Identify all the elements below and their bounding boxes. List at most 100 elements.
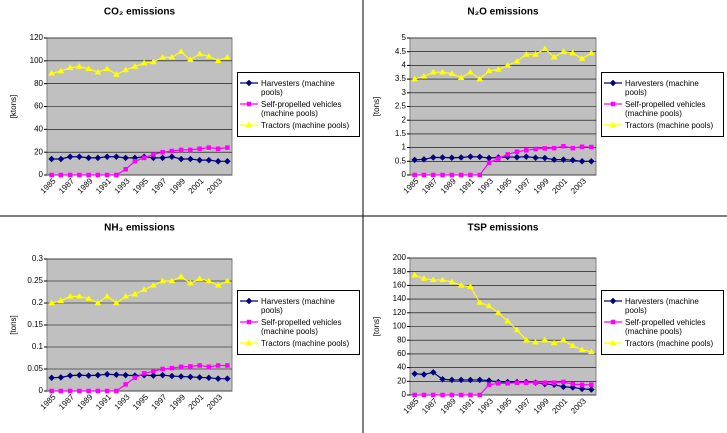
marker [457,281,465,288]
y-tick-label: 20 [34,147,43,156]
marker [429,369,437,376]
marker [569,156,577,164]
marker [541,336,549,343]
legend-item: Tractors (machine pools) [604,121,721,130]
marker [609,79,617,87]
marker [149,281,157,288]
chart-title: N₂O emissions [467,7,539,18]
marker [196,374,203,381]
marker [215,146,221,151]
y-tick-label: 100 [393,322,407,331]
marker [439,68,446,75]
marker [168,153,176,161]
marker [160,366,165,372]
y-tick-label: 5 [402,33,407,42]
marker [94,154,102,162]
y-tick-label: 0.25 [27,276,43,285]
marker [467,68,474,75]
marker [440,392,445,398]
x-tick-label: 2001 [550,396,569,415]
marker [476,153,484,161]
x-tick-label: 1987 [420,176,439,195]
y-tick-label: 60 [397,349,406,358]
y-tick-label: 60 [34,102,43,111]
x-tick-label: 1995 [131,176,150,195]
y-tick-label: 100 [30,56,44,65]
marker [186,279,194,286]
x-tick-label: 2003 [569,176,588,195]
x-tick-label: 1991 [94,392,113,411]
chart-title: CO₂ emissions [104,7,176,18]
marker [177,273,185,279]
y-tick-label: 0.2 [32,298,44,307]
marker [57,297,65,304]
y-tick-label: 0.15 [27,320,43,329]
marker [177,155,185,163]
marker [514,149,520,154]
legend-item: Self-propelled vehicles (machine pools) [604,318,721,336]
marker [578,55,586,61]
marker [57,67,65,74]
marker [151,152,156,157]
marker [49,388,54,394]
marker [467,283,474,290]
y-tick-label: 200 [393,253,407,262]
marker [578,385,586,393]
y-tick-label: 120 [30,33,44,42]
y-tick-label: 80 [34,79,43,88]
marker [169,148,175,154]
legend-swatch [604,101,622,107]
marker [122,292,130,299]
marker [541,154,549,162]
marker [48,374,55,382]
marker [485,302,493,309]
legend-item: Self-propelled vehicles (machine pools) [240,318,357,336]
marker [524,380,529,385]
marker [587,386,595,393]
x-tick-label: 1997 [150,176,169,195]
legend-item: Harvesters (machine pools) [240,297,357,315]
marker [494,66,502,72]
marker [114,172,119,178]
marker [550,156,558,164]
legend-item: Self-propelled vehicles (machine pools) [604,100,721,118]
marker [66,64,74,70]
marker [246,101,252,107]
x-tick-label: 1993 [476,176,495,195]
marker [140,59,148,66]
x-tick-label: 1995 [495,176,514,195]
marker [560,48,567,54]
marker [246,319,252,325]
marker [150,372,157,379]
marker [610,101,616,107]
marker [411,370,419,378]
marker [66,292,74,299]
marker [431,392,436,398]
y-tick-label: 140 [393,294,407,303]
marker [77,172,82,178]
marker [485,67,493,74]
legend-label: Harvesters (machine pools) [261,297,335,315]
marker [412,392,417,398]
x-tick-label: 1989 [439,176,458,195]
marker [159,277,167,284]
marker [94,299,102,306]
y-tick-label: 0 [402,170,407,179]
marker [494,309,502,316]
y-tick-label: 1.5 [395,129,407,138]
marker [458,172,464,178]
marker [440,172,445,178]
x-tick-label: 1999 [168,392,187,411]
y-tick-label: 2 [402,115,407,124]
marker [224,157,231,165]
marker [75,63,83,69]
marker [177,48,185,54]
marker [112,71,120,77]
marker [132,375,138,381]
marker [205,277,213,284]
marker [197,146,202,151]
marker [496,381,501,386]
legend-item: Tractors (machine pools) [604,339,721,348]
marker [561,379,566,385]
